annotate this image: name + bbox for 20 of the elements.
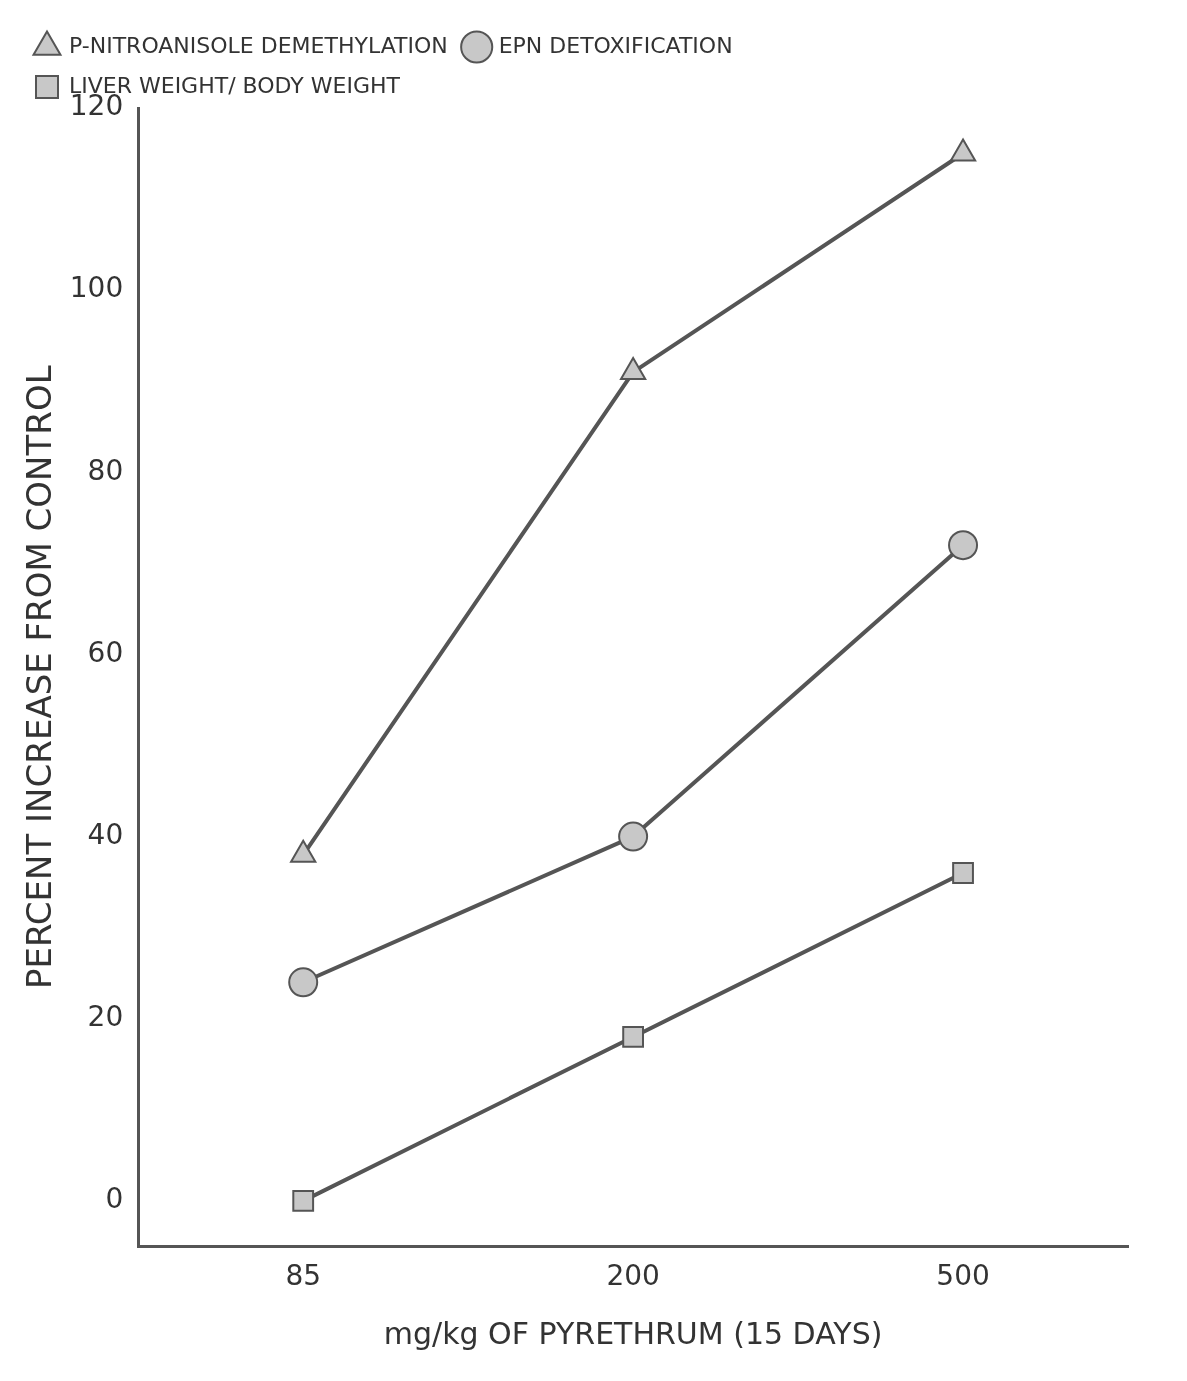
x-tick-label: 85 xyxy=(285,1259,322,1293)
point xyxy=(292,1189,315,1212)
point xyxy=(622,1026,645,1048)
y-tick-label: 0 xyxy=(105,1182,124,1216)
point xyxy=(288,967,319,998)
point xyxy=(952,862,974,884)
point xyxy=(620,357,647,381)
legend-label: P-NITROANISOLE DEMETHYLATION xyxy=(69,32,448,58)
y-tick-label: 20 xyxy=(87,1000,124,1033)
point xyxy=(949,138,977,162)
x-axis-title: mg/kg OF PYRETHRUM (15 DAYS) xyxy=(383,1315,883,1351)
y-tick-label: 100 xyxy=(69,271,124,305)
legend-label: EPN DETOXIFICATION xyxy=(498,32,733,58)
x-tick-label: 500 xyxy=(936,1259,990,1293)
y-tick-label: 40 xyxy=(87,817,124,851)
y-tick-label: 60 xyxy=(87,635,124,669)
point xyxy=(618,821,649,852)
y-tick-label: 80 xyxy=(87,453,124,487)
y-axis-title: PERCENT INCREASE FROM CONTROL xyxy=(19,365,60,990)
x-tick-label: 200 xyxy=(606,1259,660,1293)
